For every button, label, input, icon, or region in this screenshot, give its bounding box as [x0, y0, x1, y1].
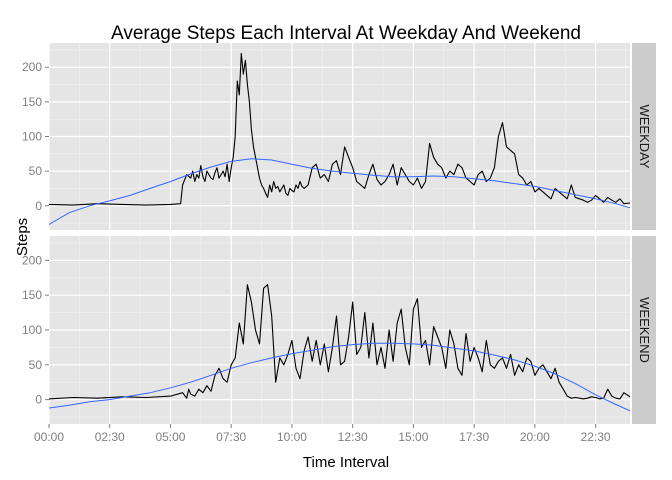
panel-weekday: 0 50 100 150 200 WEEKDAY — [22, 43, 656, 230]
x-tick-label: 12:30 — [338, 430, 368, 444]
x-tick-label: 00:00 — [34, 430, 64, 444]
x-axis: 00:00 02:30 05:00 07:30 10:00 12:30 15:00 17:30… — [34, 424, 611, 444]
y-tick-label: 100 — [22, 130, 42, 144]
average-steps-line — [48, 52, 631, 206]
y-tick-label: 200 — [22, 60, 42, 74]
y-tick-label: 150 — [22, 95, 42, 109]
average-steps-line — [48, 284, 631, 400]
y-tick-label: 0 — [35, 393, 42, 407]
y-axis-title: Steps — [14, 218, 31, 256]
facet-strip-label: WEEKDAY — [637, 104, 652, 168]
x-tick-label: 22:30 — [581, 430, 611, 444]
chart-title: Average Steps Each Interval At Weekday A… — [111, 23, 581, 44]
facet-strip — [632, 236, 656, 424]
y-tick-label: 50 — [29, 358, 43, 372]
x-tick-label: 15:00 — [398, 430, 428, 444]
panel-weekend: 0 50 100 150 200 WEEKEND — [22, 236, 656, 424]
x-tick-label: 02:30 — [95, 430, 125, 444]
x-tick-label: 07:30 — [216, 430, 246, 444]
y-tick-label: 50 — [29, 164, 43, 178]
x-tick-label: 20:00 — [520, 430, 550, 444]
y-tick-label: 0 — [35, 199, 42, 213]
x-tick-label: 10:00 — [277, 430, 307, 444]
y-tick-label: 200 — [22, 253, 42, 267]
y-tick-label: 100 — [22, 323, 42, 337]
x-tick-label: 05:00 — [155, 430, 185, 444]
y-tick-label: 150 — [22, 288, 42, 302]
smooth-trend-line — [48, 158, 631, 225]
x-axis-title: Time Interval — [303, 454, 389, 471]
x-tick-label: 17:30 — [459, 430, 489, 444]
facet-strip — [632, 43, 656, 230]
facet-panels: 0 50 100 150 200 WEEKDAY 0 50 100 150 200 WEEKEND — [22, 43, 656, 424]
smooth-trend-line — [48, 342, 631, 412]
facet-strip-label: WEEKEND — [637, 297, 652, 363]
